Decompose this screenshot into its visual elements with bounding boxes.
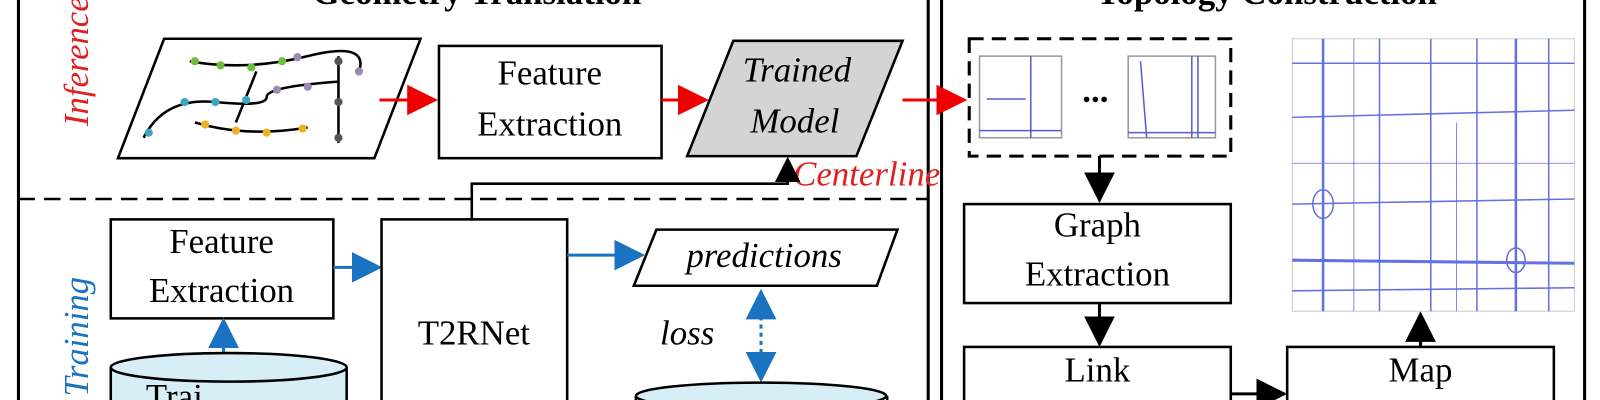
graph-box bbox=[962, 202, 1233, 305]
ellipsis: ... bbox=[1082, 71, 1108, 110]
box-text: Trained bbox=[743, 51, 852, 90]
right-panel bbox=[939, 0, 1587, 400]
model-box bbox=[685, 39, 905, 158]
feature-box bbox=[437, 44, 663, 160]
dataset-text: Trai bbox=[146, 377, 203, 400]
feature-box bbox=[109, 218, 335, 320]
box-text: Extraction bbox=[149, 271, 294, 310]
map-box bbox=[1285, 345, 1556, 400]
training-label: Training bbox=[57, 277, 96, 396]
panel-title: Topology Construction bbox=[1096, 0, 1437, 12]
predictions-box bbox=[631, 228, 900, 287]
trajectory-points bbox=[144, 53, 364, 142]
box-text: Feature bbox=[169, 222, 274, 261]
network-box bbox=[380, 218, 569, 400]
tile bbox=[978, 55, 1063, 139]
box-text: Extraction bbox=[1025, 255, 1170, 294]
map-roads bbox=[1292, 38, 1575, 312]
box-text: Link bbox=[1065, 351, 1131, 390]
link-box bbox=[962, 345, 1233, 400]
box-text: Extraction bbox=[477, 105, 622, 144]
inference-label: Inference bbox=[57, 0, 96, 127]
box-text: Map bbox=[1389, 351, 1453, 390]
arrow bbox=[470, 156, 801, 220]
centerline-label: Centerline bbox=[793, 155, 940, 194]
box-text: T2RNet bbox=[418, 314, 531, 353]
box-text: Model bbox=[749, 102, 839, 141]
trajectory-input bbox=[116, 37, 423, 160]
loss-label: loss bbox=[660, 314, 714, 353]
label-cylinder-top bbox=[634, 381, 888, 400]
panel-title: Geometry Translation bbox=[313, 0, 642, 12]
dataset-cylinder-top bbox=[109, 351, 348, 383]
box-text: predictions bbox=[683, 236, 842, 275]
box-text: Graph bbox=[1054, 206, 1141, 245]
box-text: Feature bbox=[497, 54, 602, 93]
tile bbox=[1127, 55, 1217, 139]
map-image bbox=[1291, 38, 1575, 312]
left-panel bbox=[16, 0, 930, 400]
